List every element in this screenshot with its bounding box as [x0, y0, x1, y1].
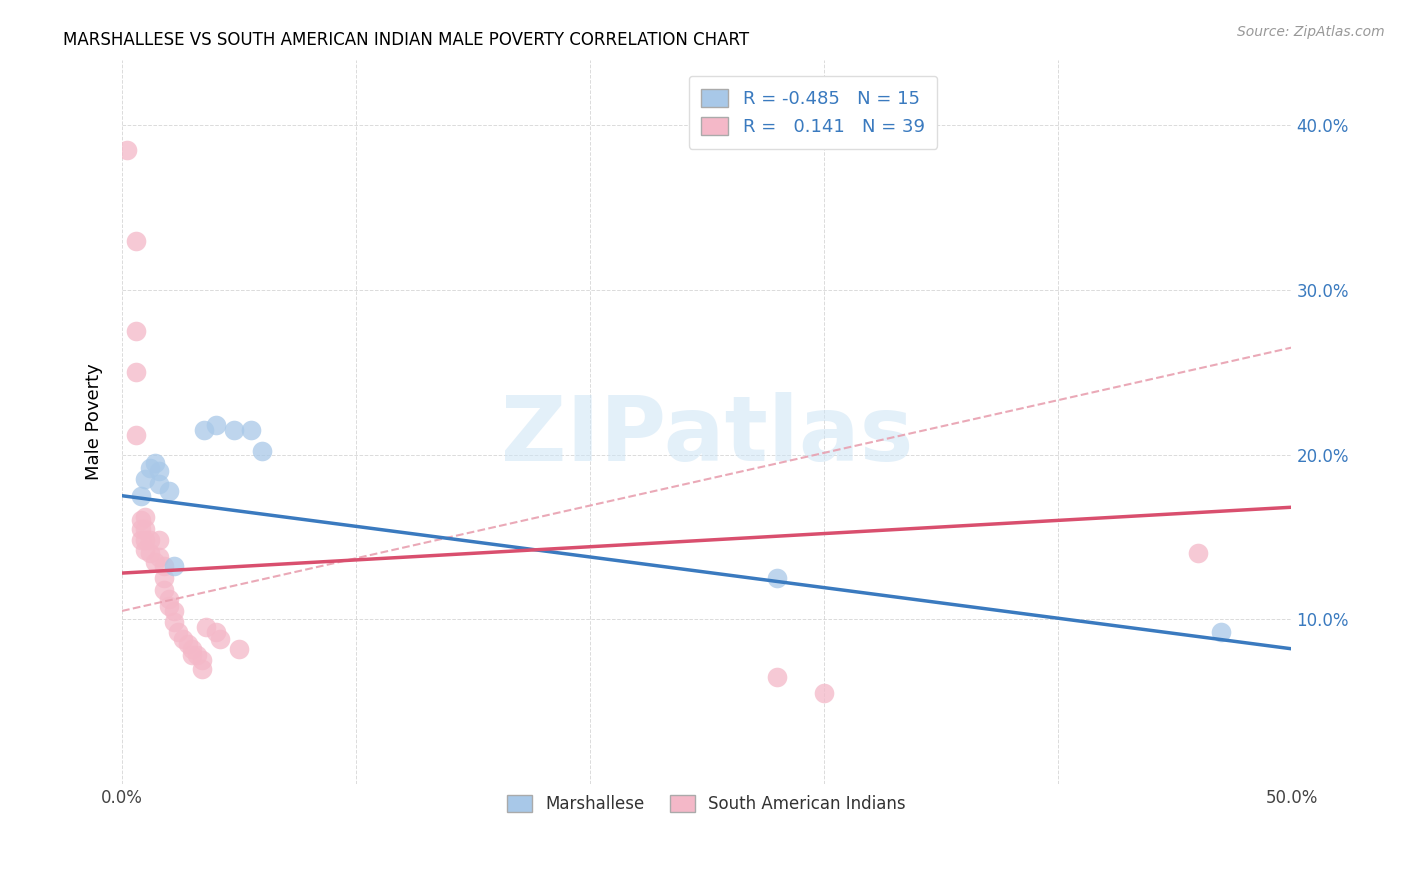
Point [148, 533, 170, 548]
Point [134, 543, 156, 558]
Point [143, 456, 166, 470]
Point [252, 444, 274, 458]
Point [134, 472, 156, 486]
Point [134, 533, 156, 548]
Point [115, 143, 138, 157]
Point [181, 648, 204, 663]
Point [129, 489, 152, 503]
Point [176, 637, 198, 651]
Point [153, 559, 176, 574]
Point [766, 670, 789, 684]
Point [162, 559, 184, 574]
Point [813, 686, 835, 700]
Point [153, 571, 176, 585]
Point [148, 464, 170, 478]
Point [153, 582, 176, 597]
Point [195, 620, 218, 634]
Point [190, 661, 212, 675]
Point [162, 604, 184, 618]
Point [157, 483, 180, 498]
Point [139, 460, 162, 475]
Point [162, 615, 184, 630]
Point [143, 555, 166, 569]
Legend: Marshallese, South American Indians: Marshallese, South American Indians [494, 781, 920, 826]
Point [157, 592, 180, 607]
Point [204, 417, 226, 432]
Point [129, 513, 152, 527]
Point [134, 510, 156, 524]
Point [172, 632, 194, 646]
Point [1187, 546, 1209, 560]
Point [148, 477, 170, 491]
Point [139, 546, 162, 560]
Text: MARSHALLESE VS SOUTH AMERICAN INDIAN MALE POVERTY CORRELATION CHART: MARSHALLESE VS SOUTH AMERICAN INDIAN MAL… [63, 31, 749, 49]
Point [190, 653, 212, 667]
Point [129, 522, 152, 536]
Point [167, 625, 190, 640]
Point [186, 648, 208, 663]
Point [125, 234, 148, 248]
Text: ZIPatlas: ZIPatlas [501, 392, 912, 480]
Point [193, 423, 215, 437]
Text: Source: ZipAtlas.com: Source: ZipAtlas.com [1237, 25, 1385, 39]
Point [125, 365, 148, 379]
Point [125, 324, 148, 338]
Y-axis label: Male Poverty: Male Poverty [86, 363, 103, 480]
Point [766, 571, 789, 585]
Point [228, 641, 250, 656]
Point [157, 599, 180, 613]
Point [1211, 625, 1233, 640]
Point [209, 632, 232, 646]
Point [148, 549, 170, 564]
Point [125, 427, 148, 442]
Point [129, 533, 152, 548]
Point [224, 423, 246, 437]
Point [139, 533, 162, 548]
Point [204, 625, 226, 640]
Point [134, 522, 156, 536]
Point [239, 423, 262, 437]
Point [181, 641, 204, 656]
